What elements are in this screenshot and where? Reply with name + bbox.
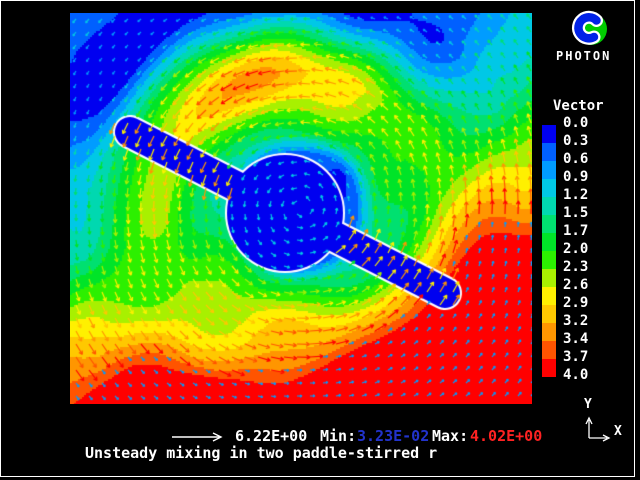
- legend-tick-label: 3.7: [563, 349, 589, 365]
- legend-tick-label: 2.9: [563, 295, 589, 311]
- legend-swatch: [542, 341, 556, 359]
- max-label: Max:: [432, 427, 469, 445]
- legend-swatch: [542, 323, 556, 341]
- legend-tick-label: 2.6: [563, 277, 589, 293]
- legend-swatch: [542, 305, 556, 323]
- plot-title: Unsteady mixing in two paddle-stirred r: [85, 444, 438, 462]
- legend-tick-label: 1.2: [563, 187, 589, 203]
- legend-tick-label: 1.5: [563, 205, 589, 221]
- min-label: Min:: [320, 427, 357, 445]
- legend-tick-label: 0.6: [563, 151, 589, 167]
- reference-vector-value: 6.22E+00: [235, 427, 308, 445]
- legend-tick-label: 0.3: [563, 133, 589, 149]
- legend-swatch: [542, 179, 556, 197]
- max-value: 4.02E+00: [470, 427, 543, 445]
- legend-swatch: [542, 215, 556, 233]
- legend: 0.0 0.3 0.6 0.9 1.2 1.5 1.7 2.0 2.3 2.6 2.9 3.2 3.4 3…: [542, 113, 637, 395]
- legend-title: Vector: [553, 98, 604, 114]
- legend-swatch: [542, 233, 556, 251]
- legend-swatch: [542, 359, 556, 377]
- legend-tick-label: 0.9: [563, 169, 589, 185]
- x-axis-label: X: [614, 424, 622, 439]
- photon-logo-label: PHOTON: [556, 49, 612, 63]
- photon-logo-icon: [571, 10, 607, 45]
- legend-swatch: [542, 287, 556, 305]
- legend-tick-label: 0.0: [563, 115, 589, 131]
- legend-tick-label: 2.0: [563, 241, 589, 257]
- legend-swatch: [542, 125, 556, 143]
- reference-vector-arrow-icon: [172, 432, 223, 442]
- y-axis-label: Y: [584, 397, 592, 412]
- legend-tick-label: 3.2: [563, 313, 589, 329]
- legend-swatch: [542, 143, 556, 161]
- legend-swatch: [542, 161, 556, 179]
- axis-orientation-icon: [585, 416, 611, 442]
- min-value: 3.23E-02: [357, 427, 430, 445]
- legend-tick-label: 2.3: [563, 259, 589, 275]
- legend-tick-label: 4.0: [563, 367, 589, 383]
- legend-swatch: [542, 251, 556, 269]
- legend-swatch: [542, 269, 556, 287]
- vector-plot-canvas[interactable]: [70, 13, 532, 404]
- legend-tick-label: 3.4: [563, 331, 589, 347]
- legend-tick-label: 1.7: [563, 223, 589, 239]
- legend-swatch: [542, 197, 556, 215]
